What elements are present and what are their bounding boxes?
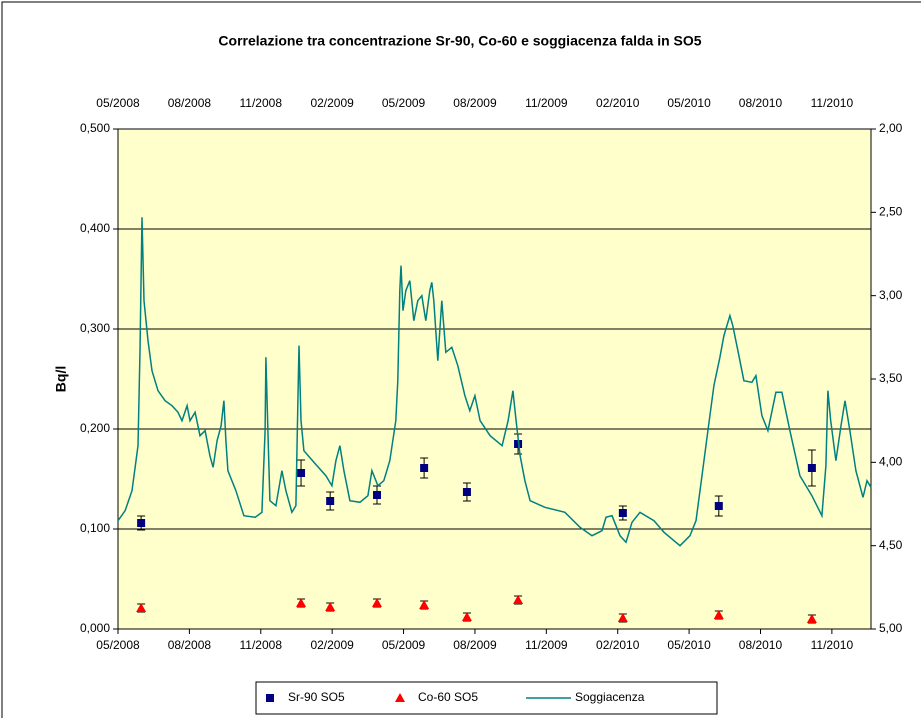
y2-tick-label: 2,50	[879, 205, 903, 219]
data-point	[714, 502, 723, 510]
x-tick-label: 05/2008	[96, 638, 140, 652]
y2-tick-label: 3,00	[879, 288, 903, 302]
x-tick-label: 02/2009	[310, 638, 354, 652]
y2-tick-label: 2,00	[879, 121, 903, 135]
data-point	[806, 614, 817, 623]
chart-title: Correlazione tra concentrazione Sr-90, C…	[218, 33, 701, 49]
data-point	[713, 610, 724, 619]
data-point	[419, 600, 430, 609]
y-tick-label: 0,200	[80, 421, 110, 435]
x-top-tick-label: 11/2008	[240, 96, 283, 110]
x-tick-label: 08/2008	[168, 638, 212, 652]
y2-tick-label: 4,00	[879, 455, 903, 469]
x-tick-label: 08/2009	[453, 638, 497, 652]
x-tick-label: 02/2010	[596, 638, 640, 652]
y2-tick-label: 4,50	[879, 538, 903, 552]
x-tick-label: 08/2010	[739, 638, 783, 652]
legend-swatch	[266, 694, 274, 702]
x-top-tick-label: 05/2010	[667, 96, 711, 110]
y-tick-label: 0,500	[80, 121, 110, 135]
x-tick-label: 05/2009	[382, 638, 426, 652]
x-top-tick-label: 11/2009	[525, 96, 568, 110]
y-axis-label: Bq/l	[53, 366, 69, 392]
x-top-tick-label: 11/2010	[811, 96, 854, 110]
data-point	[420, 464, 429, 472]
x-top-tick-label: 02/2010	[596, 96, 640, 110]
data-point	[296, 598, 307, 607]
data-point	[462, 488, 471, 496]
x-tick-label: 05/2010	[667, 638, 711, 652]
y-tick-label: 0,000	[80, 621, 110, 635]
data-point	[461, 612, 472, 621]
legend-swatch	[395, 693, 405, 702]
data-point	[326, 497, 335, 505]
y-tick-label: 0,100	[80, 521, 110, 535]
x-top-tick-label: 08/2009	[453, 96, 497, 110]
line-series	[117, 217, 872, 547]
y-tick-label: 0,300	[80, 321, 110, 335]
data-point	[325, 602, 336, 611]
data-point	[371, 598, 382, 607]
data-point	[618, 509, 627, 517]
x-tick-label: 11/2009	[525, 638, 568, 652]
x-tick-label: 11/2010	[811, 638, 854, 652]
legend-box	[255, 681, 718, 715]
data-point	[617, 613, 628, 622]
data-point	[297, 469, 306, 477]
y2-tick-label: 3,50	[879, 371, 903, 385]
y2-tick-label: 5,00	[879, 621, 903, 635]
x-top-tick-label: 02/2009	[310, 96, 354, 110]
data-point	[137, 519, 146, 527]
x-top-tick-label: 08/2010	[739, 96, 783, 110]
data-point	[807, 464, 816, 472]
x-top-tick-label: 05/2009	[382, 96, 426, 110]
x-top-tick-label: 08/2008	[168, 96, 212, 110]
data-point	[513, 595, 524, 604]
legend-label: Co-60 SO5	[418, 690, 478, 704]
x-tick-label: 11/2008	[240, 638, 283, 652]
data-point	[136, 603, 147, 612]
plot-area	[118, 129, 871, 629]
y-tick-label: 0,400	[80, 221, 110, 235]
data-point	[372, 491, 381, 499]
legend-label: Soggiacenza	[575, 690, 645, 704]
legend-label: Sr-90 SO5	[288, 690, 345, 704]
x-top-tick-label: 05/2008	[96, 96, 140, 110]
